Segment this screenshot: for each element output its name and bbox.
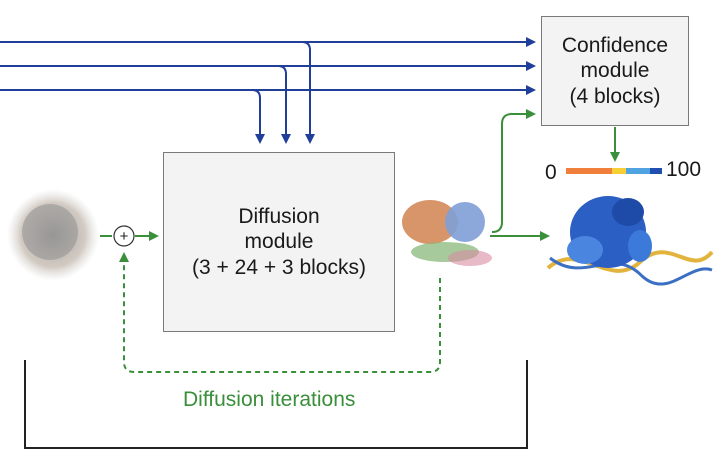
confidence-module-line1: Confidence: [561, 34, 669, 58]
confidence-scale-max: 100: [666, 158, 702, 181]
diffusion-module-line3: (3 + 24 + 3 blocks): [192, 255, 366, 279]
input-arrow-2: [0, 65, 291, 144]
input-arrow-3: [0, 89, 265, 144]
input-arrows: [0, 37, 536, 144]
diffusion-iterations-label: Diffusion iterations: [183, 388, 356, 411]
scale-segment-orange: [566, 168, 612, 174]
confidence-scale-min: 0: [545, 161, 557, 184]
noise-cloud-icon: [7, 189, 99, 281]
input-arrow-1: [0, 41, 315, 144]
diffusion-module-line1: Diffusion: [238, 205, 320, 229]
scale-segment-yellow: [612, 168, 626, 174]
intermediate-structure-icon: [402, 200, 492, 266]
confidence-module-box: Confidence module (4 blocks): [541, 16, 689, 126]
outer-bracket: [24, 360, 528, 449]
diffusion-module-box: Diffusion module (3 + 24 + 3 blocks): [163, 152, 395, 332]
diffusion-module-line2: module: [244, 230, 314, 254]
confidence-module-line3: (4 blocks): [569, 84, 661, 108]
scale-segment-lightblue: [626, 168, 650, 174]
predicted-structure-icon: [546, 196, 714, 286]
scale-segment-darkblue: [650, 168, 662, 174]
plus-symbol: +: [120, 228, 129, 245]
confidence-scale-bar: [566, 168, 662, 174]
flow-arrows: [100, 109, 620, 373]
confidence-module-line2: module: [580, 59, 650, 83]
structure-to-confidence-arrow: [491, 109, 536, 233]
plus-operator: +: [113, 225, 135, 247]
diffusion-loop-arrow: [119, 252, 441, 373]
